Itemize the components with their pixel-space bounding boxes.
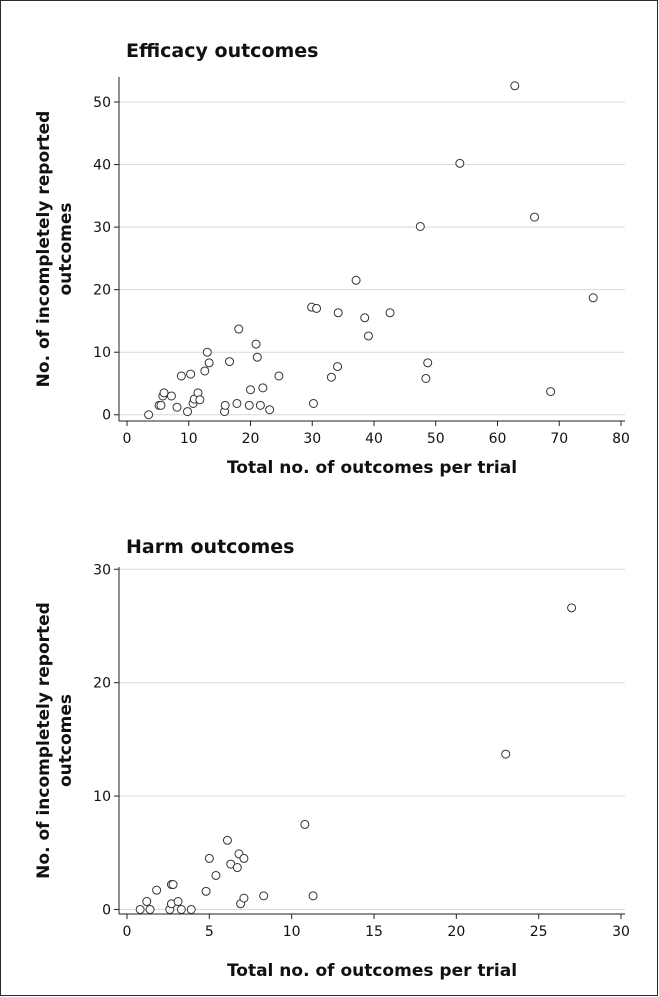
data-point <box>202 347 212 357</box>
x-tick-label: 10 <box>180 431 198 447</box>
data-point <box>385 308 395 318</box>
data-point <box>251 339 261 349</box>
data-point <box>326 372 336 382</box>
data-point <box>232 398 242 408</box>
data-point <box>308 891 318 901</box>
y-tick-label: 10 <box>93 789 111 805</box>
x-tick-label: 25 <box>530 924 548 940</box>
data-point <box>455 158 465 168</box>
data-point <box>200 366 210 376</box>
x-tick-label: 20 <box>242 431 260 447</box>
data-point <box>246 385 255 395</box>
data-point <box>415 221 425 231</box>
data-point <box>222 835 232 845</box>
data-point <box>176 904 186 914</box>
data-point <box>211 870 221 880</box>
data-point <box>142 897 152 907</box>
data-point <box>183 407 193 417</box>
chart-title: Harm outcomes <box>126 536 294 558</box>
x-axis-label: Total no. of outcomes per trial <box>227 961 517 981</box>
y-axis-label: No. of incompletely reported <box>34 602 54 879</box>
data-point <box>186 904 196 914</box>
x-tick-label: 60 <box>489 431 507 447</box>
data-point <box>300 819 310 829</box>
data-point <box>244 400 254 410</box>
data-point <box>176 371 186 381</box>
data-point <box>274 371 284 381</box>
data-point <box>144 410 154 420</box>
y-tick-label: 40 <box>93 158 111 174</box>
data-point <box>159 388 169 398</box>
data-point <box>567 603 577 613</box>
data-point <box>168 880 178 890</box>
data-point <box>351 275 361 285</box>
data-point <box>252 352 262 362</box>
data-point <box>308 398 318 408</box>
data-point <box>173 897 183 907</box>
data-point <box>312 303 322 313</box>
data-point <box>258 383 268 393</box>
x-axis-label: Total no. of outcomes per trial <box>227 458 517 478</box>
y-tick-label: 30 <box>93 562 111 578</box>
x-tick-label: 10 <box>283 924 301 940</box>
data-point <box>333 362 343 372</box>
data-point <box>421 373 431 383</box>
data-point <box>204 853 214 863</box>
y-axis-label-line2: outcomes <box>56 202 76 295</box>
x-tick-label: 0 <box>123 924 132 940</box>
data-point <box>546 387 556 397</box>
data-point <box>172 402 182 412</box>
x-tick-label: 20 <box>447 924 465 940</box>
data-point <box>201 886 211 896</box>
y-axis-label-line2: outcomes <box>56 694 76 787</box>
y-axis-label: No. of incompletely reported <box>34 111 54 388</box>
data-point <box>186 369 196 379</box>
data-point <box>239 893 249 903</box>
harm-panel: Harm outcomes 0 10 20 30 0 5 10 15 20 25 30 Total no… <box>34 536 630 981</box>
x-tick-label: 70 <box>550 431 568 447</box>
data-point <box>360 313 370 323</box>
x-tick-label: 30 <box>612 924 630 940</box>
data-point <box>156 400 166 410</box>
y-tick-label: 10 <box>93 345 111 361</box>
data-point <box>588 293 598 303</box>
data-point <box>225 357 235 367</box>
x-tick-label: 40 <box>365 431 383 447</box>
data-point <box>501 749 511 759</box>
y-tick-label: 30 <box>93 220 111 236</box>
efficacy-panel: Efficacy outcomes 0 10 20 30 40 50 0 10 20 30 40 50 6… <box>34 40 630 478</box>
data-point <box>363 331 373 341</box>
y-tick-label: 0 <box>102 902 111 918</box>
data-point <box>510 81 520 91</box>
x-tick-label: 15 <box>365 924 383 940</box>
data-point <box>530 212 540 222</box>
x-tick-label: 30 <box>303 431 321 447</box>
x-tick-label: 80 <box>612 431 630 447</box>
y-tick-label: 50 <box>93 95 111 111</box>
data-point <box>195 395 205 405</box>
data-point <box>166 391 176 401</box>
chart-title: Efficacy outcomes <box>126 40 319 62</box>
data-point <box>255 400 265 410</box>
y-tick-label: 0 <box>102 408 111 424</box>
data-point <box>259 891 269 901</box>
data-point <box>145 904 155 914</box>
data-point <box>333 308 343 318</box>
x-tick-label: 50 <box>427 431 445 447</box>
data-point <box>423 358 433 368</box>
data-point <box>204 358 214 368</box>
data-point <box>152 885 162 895</box>
data-point <box>135 904 145 914</box>
x-tick-label: 0 <box>123 431 132 447</box>
data-point <box>239 853 249 863</box>
y-tick-label: 20 <box>93 283 111 299</box>
x-tick-label: 5 <box>205 924 214 940</box>
data-point <box>232 863 242 873</box>
y-tick-label: 20 <box>93 676 111 692</box>
data-point <box>265 405 275 415</box>
data-point <box>234 324 244 334</box>
data-point <box>220 400 230 410</box>
